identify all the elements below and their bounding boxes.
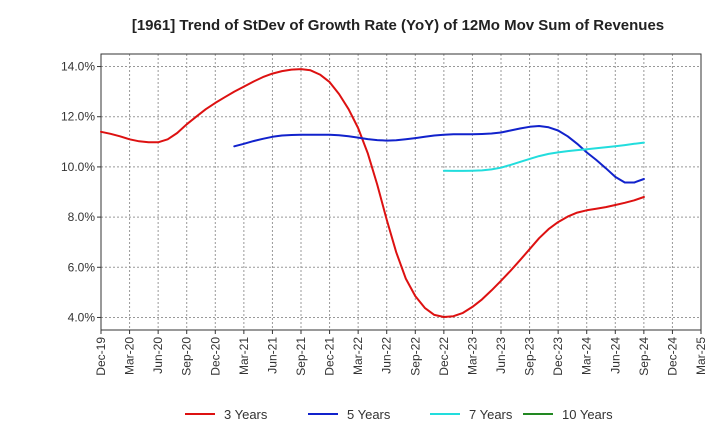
x-tick-label: Sep-23 (523, 337, 537, 376)
x-tick-label: Jun-20 (151, 337, 165, 374)
y-tick-label: 12.0% (61, 110, 95, 124)
x-tick-label: Sep-21 (294, 337, 308, 376)
y-tick-label: 6.0% (68, 260, 96, 274)
chart-title: [1961] Trend of StDev of Growth Rate (Yo… (132, 17, 664, 34)
legend-label-7-years: 7 Years (469, 407, 513, 422)
x-tick-label: Dec-21 (323, 337, 337, 376)
series-line-3-years (100, 68, 645, 318)
series-line-7-years (442, 141, 645, 172)
plot-area (100, 53, 702, 331)
grid-layer (100, 54, 702, 330)
x-tick-label: Mar-22 (351, 337, 365, 375)
legend-label-3-years: 3 Years (224, 407, 268, 422)
x-tick-label: Mar-21 (237, 337, 251, 375)
x-tick-label: Dec-23 (551, 337, 565, 376)
x-tick-label: Jun-22 (380, 337, 394, 374)
x-tick-label: Sep-22 (408, 337, 422, 376)
x-tick-label: Jun-23 (494, 337, 508, 374)
x-tick-label: Jun-21 (265, 337, 279, 374)
x-tick-label: Dec-24 (665, 337, 679, 376)
y-tick-label: 4.0% (68, 310, 96, 324)
y-tick-label: 10.0% (61, 160, 95, 174)
x-tick-label: Sep-20 (180, 337, 194, 376)
legend-label-5-years: 5 Years (347, 407, 391, 422)
x-tick-label: Jun-24 (608, 337, 622, 374)
x-tick-label: Mar-20 (123, 337, 137, 375)
x-tick-label: Mar-25 (694, 337, 708, 375)
x-tick-label: Sep-24 (637, 337, 651, 376)
y-tick-label: 8.0% (68, 210, 96, 224)
legend-label-10-years: 10 Years (562, 407, 613, 422)
axis-layer: 4.0% 6.0% 8.0% 10.0% 12.0% 14.0% Dec-19 Mar-20 J… (61, 60, 708, 376)
x-tick-label: Mar-24 (580, 337, 594, 375)
y-tick-label: 14.0% (61, 60, 95, 74)
x-tick-label: Dec-22 (437, 337, 451, 376)
x-tick-label: Dec-19 (94, 337, 108, 376)
series-line-5-years (233, 125, 645, 184)
x-tick-label: Dec-20 (208, 337, 222, 376)
legend: 3 Years 5 Years 7 Years 10 Years (185, 407, 613, 422)
x-tick-label: Mar-23 (465, 337, 479, 375)
series-layer (100, 68, 645, 318)
